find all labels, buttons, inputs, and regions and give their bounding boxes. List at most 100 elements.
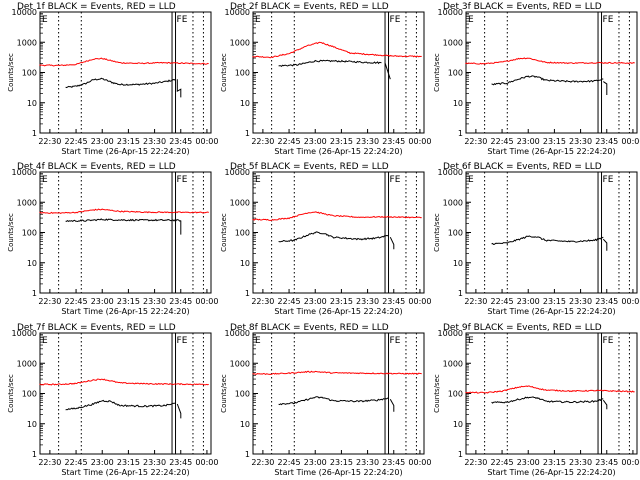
- x-tick-label: 23:15: [330, 297, 353, 306]
- y-tick-label: 1000: [443, 38, 463, 47]
- y-tick-label: 10000: [438, 8, 463, 17]
- y-tick-label: 10: [240, 420, 250, 429]
- x-tick-label: 00:00: [195, 458, 218, 467]
- events-series-tail: [602, 238, 608, 251]
- x-tick-label: 23:45: [169, 137, 192, 146]
- event-marker: E: [468, 175, 474, 185]
- y-tick-label: 100: [22, 390, 37, 399]
- y-tick-label: 100: [22, 229, 37, 238]
- flag-marker: FE: [603, 15, 614, 25]
- x-tick-label: 23:45: [595, 297, 618, 306]
- x-tick-label: 22:30: [38, 458, 61, 467]
- x-tick-label: 23:30: [569, 458, 592, 467]
- events-series-tail: [389, 398, 395, 412]
- x-axis-label: Start Time (26-Apr-15 22:24:20): [487, 147, 615, 156]
- y-tick-label: 100: [235, 390, 250, 399]
- y-tick-label: 10: [453, 99, 463, 108]
- lld-series-line: [465, 385, 635, 394]
- x-tick-label: 23:30: [569, 297, 592, 306]
- plot-frame: [252, 332, 425, 455]
- y-tick-label: 1: [32, 289, 37, 298]
- panel-title: Det 2f BLACK = Events, RED = LLD: [230, 2, 389, 12]
- x-tick-label: 22:30: [464, 137, 487, 146]
- event-marker: E: [42, 336, 48, 346]
- events-series-tail: [389, 236, 395, 250]
- x-tick-label: 23:45: [169, 297, 192, 306]
- y-tick-label: 1000: [17, 359, 37, 368]
- x-tick-label: 23:15: [330, 458, 353, 467]
- y-tick-label: 1: [458, 450, 463, 459]
- lld-series-line: [465, 57, 635, 65]
- x-tick-label: 23:00: [517, 137, 540, 146]
- panel-title: Det 7f BLACK = Events, RED = LLD: [17, 323, 176, 333]
- flag-marker: FE: [390, 336, 401, 346]
- lld-series-line: [39, 57, 209, 67]
- x-tick-label: 23:45: [382, 458, 405, 467]
- y-tick-label: 10000: [12, 8, 37, 17]
- flag-marker: FE: [390, 15, 401, 25]
- x-tick-label: 00:00: [621, 458, 640, 467]
- x-tick-label: 23:00: [91, 297, 114, 306]
- panel-title: Det 4f BLACK = Events, RED = LLD: [17, 162, 176, 172]
- x-tick-label: 23:45: [595, 137, 618, 146]
- x-tick-label: 23:00: [304, 137, 327, 146]
- lld-series-line: [252, 211, 422, 221]
- x-tick-label: 23:45: [595, 458, 618, 467]
- x-tick-label: 23:45: [382, 137, 405, 146]
- y-axis-label: Counts/sec: [433, 53, 441, 92]
- event-marker: E: [42, 175, 48, 185]
- x-tick-label: 22:30: [464, 458, 487, 467]
- x-tick-label: 00:00: [408, 297, 431, 306]
- x-tick-label: 23:00: [517, 297, 540, 306]
- flag-marker: FE: [177, 15, 188, 25]
- lld-series-line: [39, 208, 209, 214]
- flag-marker: FE: [177, 175, 188, 185]
- panel-det-4: Det 4f BLACK = Events, RED = LLD 1 10 100 10…: [7, 162, 218, 316]
- x-tick-label: 22:45: [491, 137, 514, 146]
- x-tick-label: 22:30: [38, 297, 61, 306]
- y-tick-label: 1: [32, 129, 37, 138]
- events-series-line: [491, 235, 604, 246]
- event-marker: E: [255, 15, 261, 25]
- panel-det-3: Det 3f BLACK = Events, RED = LLD 1 10 100 10…: [433, 2, 640, 156]
- y-tick-label: 100: [448, 390, 463, 399]
- x-tick-label: 23:15: [543, 297, 566, 306]
- x-axis-label: Start Time (26-Apr-15 22:24:20): [274, 147, 402, 156]
- x-tick-label: 22:45: [278, 137, 301, 146]
- x-tick-label: 22:45: [278, 297, 301, 306]
- x-tick-label: 23:30: [356, 297, 379, 306]
- y-tick-label: 1000: [230, 38, 250, 47]
- events-series-line: [278, 59, 382, 67]
- plot-frame: [252, 171, 425, 294]
- flag-marker: FE: [390, 175, 401, 185]
- panel-title: Det 3f BLACK = Events, RED = LLD: [443, 2, 602, 12]
- y-tick-label: 100: [448, 229, 463, 238]
- panel-title: Det 6f BLACK = Events, RED = LLD: [443, 162, 602, 172]
- x-axis-label: Start Time (26-Apr-15 22:24:20): [61, 468, 189, 477]
- panel-title: Det 5f BLACK = Events, RED = LLD: [230, 162, 389, 172]
- flag-marker: FE: [603, 336, 614, 346]
- events-series-tail: [176, 403, 182, 419]
- x-tick-label: 23:15: [117, 458, 140, 467]
- panel-det-7: Det 7f BLACK = Events, RED = LLD 1 10 100 10…: [7, 323, 218, 477]
- y-tick-label: 1: [458, 289, 463, 298]
- x-tick-label: 22:45: [491, 297, 514, 306]
- panel-title: Det 9f BLACK = Events, RED = LLD: [443, 323, 602, 333]
- y-axis-label: Counts/sec: [220, 374, 228, 413]
- y-tick-label: 1000: [17, 198, 37, 207]
- y-tick-label: 1000: [443, 359, 463, 368]
- plot-frame: [252, 11, 425, 134]
- events-series-line: [65, 399, 176, 411]
- panel-det-2: Det 2f BLACK = Events, RED = LLD 1 10 100 10…: [220, 2, 431, 156]
- x-tick-label: 23:30: [143, 297, 166, 306]
- y-axis-label: Counts/sec: [7, 374, 15, 413]
- x-tick-label: 22:30: [464, 297, 487, 306]
- plot-frame: [465, 171, 638, 294]
- x-tick-label: 22:45: [65, 297, 88, 306]
- event-marker: E: [255, 336, 261, 346]
- x-tick-label: 23:00: [91, 137, 114, 146]
- events-series-tail: [384, 62, 391, 80]
- plot-frame: [465, 332, 638, 455]
- x-tick-label: 23:15: [543, 458, 566, 467]
- y-tick-label: 10000: [12, 329, 37, 338]
